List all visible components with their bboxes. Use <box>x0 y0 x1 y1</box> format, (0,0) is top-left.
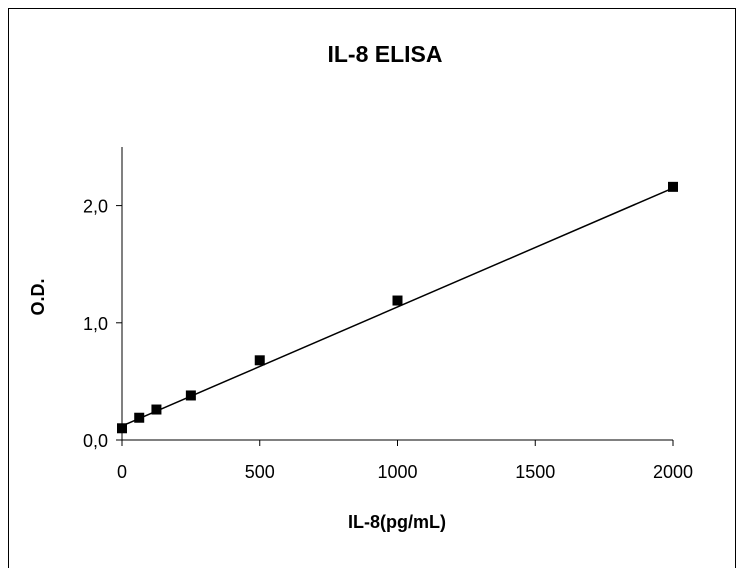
linear-trendline <box>121 187 674 427</box>
data-points <box>117 181 678 434</box>
chart-title: IL-8 ELISA <box>327 41 442 67</box>
x-tick-label: 0 <box>117 462 127 482</box>
trendline-group <box>121 187 674 427</box>
data-point <box>117 423 127 434</box>
x-tick-label: 500 <box>245 462 275 482</box>
data-point <box>151 404 162 415</box>
data-point <box>134 412 145 423</box>
x-tick-label: 1500 <box>515 462 555 482</box>
ticks: 0 500 1000 1500 2000 0,0 1,0 2,0 <box>83 197 693 482</box>
x-axis-label: IL-8(pg/mL) <box>348 512 446 532</box>
axes <box>121 147 673 441</box>
x-tick-label: 1000 <box>377 462 417 482</box>
y-tick-label: 2,0 <box>83 197 108 217</box>
x-tick-label: 2000 <box>653 462 693 482</box>
y-tick-label: 1,0 <box>83 314 108 334</box>
data-point <box>254 355 265 366</box>
y-tick-label: 0,0 <box>83 431 108 451</box>
y-axis-label: O.D. <box>28 278 48 315</box>
data-point <box>668 181 678 192</box>
chart-frame <box>8 8 736 568</box>
data-point <box>392 295 403 306</box>
data-point <box>185 390 196 401</box>
